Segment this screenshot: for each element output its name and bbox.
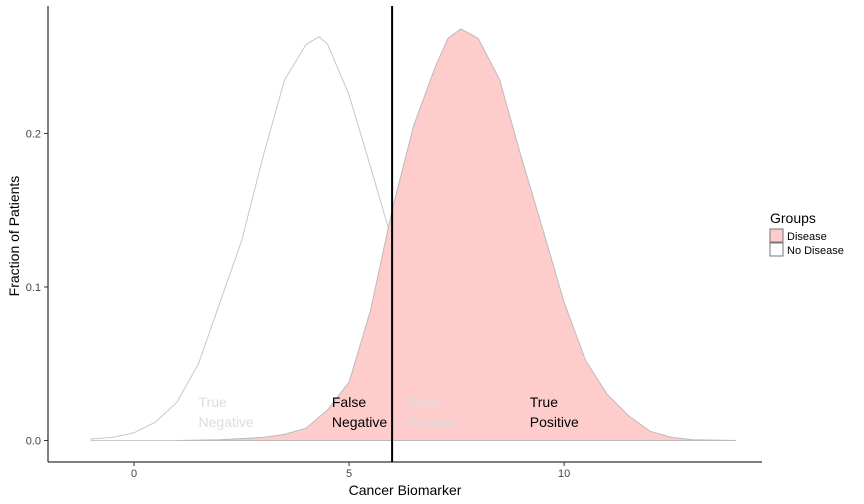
plot-area: TrueNegativeFalseNegativeFalsePositiveTr… [90,6,737,462]
y-ticks: 0.0 0.1 0.2 [26,128,48,448]
y-tick-label: 0.1 [26,282,41,294]
x-axis-title: Cancer Biomarker [349,482,462,498]
y-tick-label: 0.0 [26,436,41,448]
annotation-line1: False [407,394,441,410]
annotation-line2: Positive [530,414,579,430]
legend-title: Groups [770,210,816,226]
series-layer [90,28,737,441]
y-axis-title: Fraction of Patients [6,176,22,297]
legend-key-disease [769,228,784,243]
annotation-line2: Negative [332,414,387,430]
x-tick-label: 0 [131,468,137,480]
annotation-false-negative: False Negative [332,394,387,430]
axes: 0 5 10 0.0 0.1 0.2 Cancer Biomarker Fraction… [6,6,762,498]
annotation-false-positive: False Positive [407,394,456,430]
annotation-line1: True [530,394,558,410]
x-tick-label: 10 [558,468,570,480]
annotation-true-positive: True Positive [530,394,579,430]
legend-label-no-disease: No Disease [787,245,844,257]
annotation-true-negative: True Negative [199,394,254,430]
legend-label-disease: Disease [787,231,827,243]
legend-key-no-disease [769,242,784,257]
legend: Groups Disease No Disease [769,210,844,257]
annotation-layer: TrueNegativeFalseNegativeFalsePositiveTr… [199,394,579,430]
x-tick-label: 5 [346,468,352,480]
annotation-line2: Positive [407,414,456,430]
density-area-disease [176,28,737,441]
legend-item-disease[interactable]: Disease [769,228,827,243]
x-ticks: 0 5 10 [131,462,570,480]
annotation-line2: Negative [199,414,254,430]
annotation-line1: False [332,394,366,410]
annotation-line1: True [199,394,227,410]
y-tick-label: 0.2 [26,128,41,140]
legend-item-no-disease[interactable]: No Disease [769,242,844,257]
